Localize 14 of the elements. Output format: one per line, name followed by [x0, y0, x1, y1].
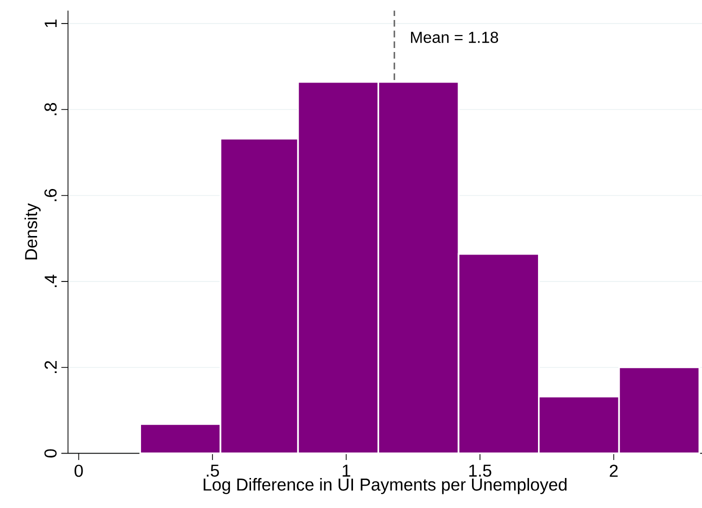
- y-tick-label: 1: [44, 20, 57, 28]
- x-tick-label: 2: [610, 464, 618, 477]
- x-axis-title: Log Difference in UI Payments per Unemployed: [204, 478, 567, 494]
- x-tick-label: 1: [342, 464, 350, 477]
- x-tick-label: 1.5: [469, 464, 492, 477]
- y-tick-label: 0: [44, 449, 57, 458]
- ref-line-label: Mean = 1.18: [411, 32, 498, 43]
- y-tick-label: .6: [44, 189, 57, 202]
- y-tick-label: .4: [44, 274, 57, 288]
- y-tick-label: .2: [44, 361, 57, 373]
- x-tick-label: 0: [74, 464, 83, 477]
- y-tick-label: .8: [44, 103, 57, 116]
- y-axis-title: Density: [24, 203, 41, 260]
- x-tick-label: .5: [206, 464, 219, 477]
